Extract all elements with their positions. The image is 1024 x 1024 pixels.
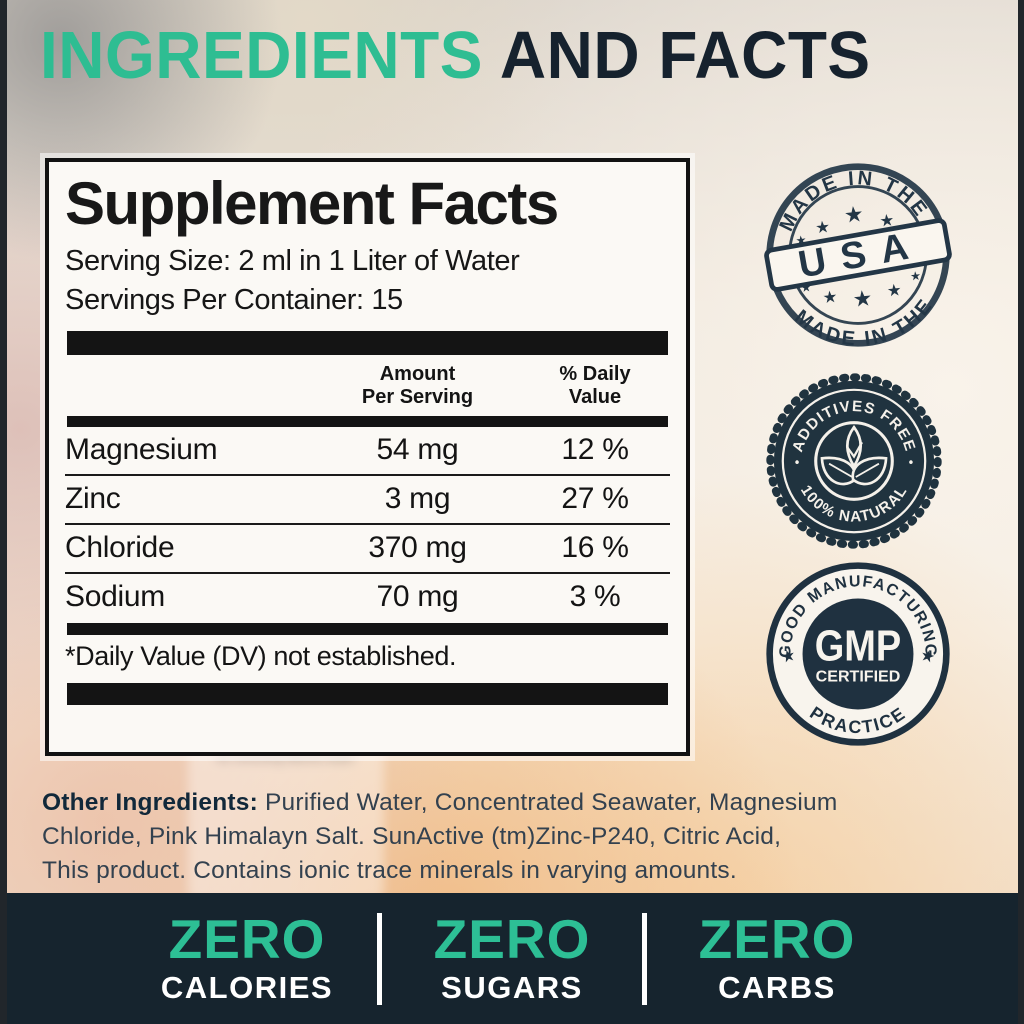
table-header-row: Amount Per Serving % Daily Value (65, 355, 670, 416)
carbs-label: CARBS (718, 969, 836, 1005)
nutrient-amount: 70 mg (376, 580, 459, 613)
calories-label: CALORIES (160, 969, 334, 1005)
other-ingredients-line1: Purified Water, Concentrated Seawater, M… (257, 789, 838, 816)
nutrient-name: Sodium (65, 580, 165, 613)
nutrient-name: Chloride (65, 531, 175, 564)
zero-calories-block: ZERO CALORIES (123, 907, 371, 1006)
zero-text: ZERO (433, 907, 591, 970)
dot-icon: • (795, 455, 799, 469)
nutrient-dv: 16 % (561, 531, 629, 564)
star-icon: ★ (853, 288, 872, 311)
amount-header-line1: Amount (379, 363, 456, 385)
natural-seal-icon: ADDITIVES FREE 100% NATURAL • • (766, 373, 942, 549)
amount-header-line2: Per Serving (361, 386, 474, 408)
vertical-divider (642, 912, 647, 1005)
separator-bar-medium (67, 416, 668, 427)
star-icon: ★ (909, 271, 920, 283)
usa-stamp-icon: MADE IN THE MADE IN THE ★ ★ ★ ★ ★ ★ ★ ★ … (764, 160, 952, 358)
star-icon: ★ (795, 235, 806, 247)
star-icon: ★ (920, 646, 937, 665)
other-ingredients-line3: This product. Contains ionic trace miner… (42, 857, 737, 884)
other-ingredients-line2: Chloride, Pink Himalayn Salt. SunActive … (42, 823, 782, 850)
nutrient-amount: 3 mg (384, 482, 451, 515)
dot-icon: • (909, 455, 913, 469)
star-icon: ★ (844, 204, 863, 227)
table-row: Chloride 370 mg 16 % (65, 525, 670, 574)
nutrient-dv: 12 % (561, 433, 629, 466)
nutrient-amount: 370 mg (368, 531, 467, 564)
star-icon: ★ (780, 646, 797, 665)
sugars-label: SUGARS (441, 969, 583, 1005)
star-icon: ★ (800, 283, 811, 295)
nutrient-dv: 27 % (561, 482, 629, 515)
column-header-amount: Amount Per Serving (315, 363, 520, 409)
gmp-certified-badge: GOOD MANUFACTURING PRACTICE ★ ★ GMP CERT… (764, 560, 952, 748)
supplement-facts-panel: Supplement Facts Serving Size: 2 ml in 1… (45, 158, 690, 756)
vertical-divider (377, 912, 382, 1005)
additives-free-badge: ADDITIVES FREE 100% NATURAL • • (765, 372, 943, 550)
table-row: Zinc 3 mg 27 % (65, 476, 670, 525)
page-title-accent: INGREDIENTS (40, 16, 483, 93)
dv-header-line1: % Daily (559, 363, 631, 385)
zero-text: ZERO (168, 907, 326, 970)
nutrient-name: Magnesium (65, 433, 218, 466)
servings-per-container: Servings Per Container: 15 (65, 284, 403, 316)
other-ingredients-paragraph: Other Ingredients: Purified Water, Conce… (42, 786, 982, 888)
page-title-rest: AND FACTS (499, 16, 871, 93)
leaf-icon (820, 424, 888, 486)
serving-size: Serving Size: 2 ml in 1 Liter of Water (65, 245, 520, 277)
left-edge-strip (0, 0, 7, 1024)
zero-claims-bar: ZERO CALORIES ZERO SUGARS ZERO CARBS (0, 893, 1024, 1024)
daily-value-footnote: *Daily Value (DV) not established. (65, 641, 457, 671)
separator-bar-medium (67, 623, 668, 635)
supplement-facts-title: Supplement Facts (65, 170, 559, 237)
zero-carbs-block: ZERO CARBS (653, 907, 901, 1006)
star-icon: ★ (880, 213, 895, 230)
nutrient-amount: 54 mg (376, 433, 459, 466)
zero-text: ZERO (698, 907, 856, 970)
star-icon: ★ (887, 282, 902, 299)
table-row: Sodium 70 mg 3 % (65, 574, 670, 621)
star-icon: ★ (815, 219, 830, 236)
page-title: INGREDIENTS AND FACTS (40, 18, 994, 92)
gmp-center-text: GMP (815, 623, 901, 671)
gmp-seal-icon: GOOD MANUFACTURING PRACTICE ★ ★ GMP CERT… (766, 562, 950, 746)
nutrient-name: Zinc (65, 482, 121, 515)
separator-bar-thick (67, 683, 668, 705)
separator-bar-thick (67, 331, 668, 355)
made-in-usa-badge: MADE IN THE MADE IN THE ★ ★ ★ ★ ★ ★ ★ ★ … (763, 160, 953, 358)
right-edge-strip (1018, 0, 1024, 1024)
column-header-daily-value: % Daily Value (520, 363, 670, 409)
other-ingredients-label: Other Ingredients: (42, 789, 258, 816)
zero-sugars-block: ZERO SUGARS (388, 907, 636, 1006)
dv-header-line2: Value (568, 386, 622, 408)
gmp-certified-text: CERTIFIED (816, 668, 901, 685)
star-icon: ★ (823, 289, 838, 306)
table-row: Magnesium 54 mg 12 % (65, 427, 670, 476)
background-bottle-image: for enriching filtered water (188, 733, 384, 901)
nutrient-dv: 3 % (569, 580, 621, 613)
